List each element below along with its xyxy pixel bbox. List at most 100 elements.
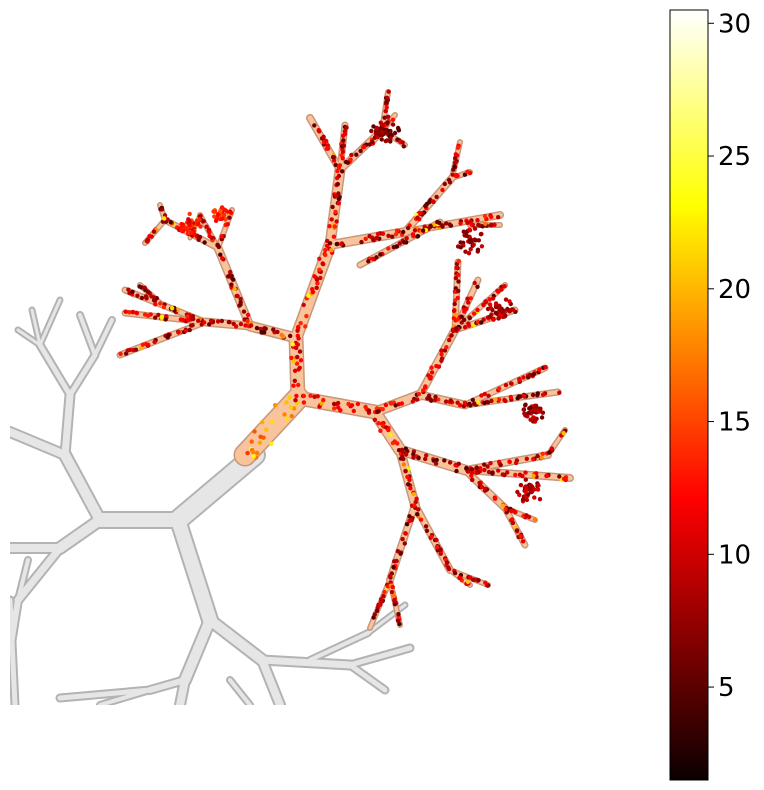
scatter-point: [165, 217, 170, 222]
scatter-point: [396, 618, 401, 624]
scatter-point: [479, 244, 485, 249]
scatter-point: [476, 469, 481, 475]
scatter-point: [298, 358, 304, 363]
scatter-point: [212, 214, 217, 219]
scatter-point: [524, 456, 529, 461]
scatter-point: [181, 317, 186, 323]
scatter-point: [428, 374, 433, 380]
colorbar-tick-label: 10: [718, 540, 751, 570]
scatter-point: [435, 544, 440, 550]
scatter-point: [496, 468, 501, 473]
scatter-point: [231, 277, 236, 282]
scatter-point: [557, 390, 562, 395]
scatter-point: [386, 233, 391, 238]
scatter-point: [359, 239, 364, 245]
scatter-point: [392, 130, 398, 136]
scatter-point: [440, 187, 445, 193]
scatter-point: [467, 315, 472, 321]
scatter-point: [509, 381, 514, 386]
scatter-point: [544, 473, 549, 479]
scatter-point: [258, 434, 263, 439]
scatter-point: [521, 393, 527, 398]
scatter-point: [219, 318, 225, 324]
scatter-point: [378, 252, 383, 257]
scatter-point: [331, 401, 337, 407]
scatter-point: [219, 216, 224, 221]
scatter-point: [439, 358, 444, 363]
scatter-point: [392, 597, 397, 603]
scatter-point: [539, 455, 544, 460]
scatter-point: [202, 320, 207, 325]
scatter-point: [465, 220, 470, 225]
scatter-point: [358, 148, 363, 154]
scatter-point: [315, 281, 320, 286]
scatter-point: [482, 214, 488, 219]
scatter-point: [282, 412, 287, 417]
tree-branch: [462, 467, 573, 481]
scatter-point: [411, 452, 416, 457]
tree-branch: [60, 450, 105, 525]
scatter-point: [483, 299, 488, 304]
scatter-point: [163, 317, 168, 322]
scatter-point: [288, 333, 293, 339]
scatter-point: [520, 539, 526, 544]
scatter-point: [341, 143, 346, 148]
scatter-point: [439, 352, 444, 357]
scatter-point: [301, 400, 307, 405]
tree-branch: [93, 318, 114, 357]
scatter-point: [561, 476, 567, 481]
scatter-point: [482, 400, 487, 406]
scatter-point: [387, 573, 393, 579]
scatter-point: [415, 215, 420, 220]
scatter-point: [260, 420, 265, 425]
scatter-point: [410, 232, 416, 237]
scatter-point: [238, 302, 243, 307]
scatter-point: [456, 259, 461, 264]
scatter-point: [151, 295, 157, 300]
scatter-point: [289, 355, 294, 361]
scatter-point: [518, 533, 523, 539]
scatter-point: [474, 465, 479, 470]
scatter-point: [465, 469, 471, 474]
scatter-point: [455, 317, 460, 322]
scatter-point: [444, 560, 450, 565]
scatter-point: [478, 232, 484, 237]
scatter-point: [514, 528, 520, 533]
scatter-point: [146, 342, 151, 347]
scatter-point: [443, 399, 449, 404]
scatter-point: [416, 455, 421, 461]
scatter-point: [394, 228, 400, 233]
scatter-point: [496, 215, 501, 220]
scatter-point: [380, 407, 385, 412]
scatter-point: [400, 140, 405, 145]
scatter-point: [324, 146, 329, 151]
scatter-point: [297, 365, 302, 370]
scatter-point: [397, 241, 402, 246]
scatter-point: [453, 312, 459, 318]
scatter-point: [457, 403, 463, 408]
scatter-point: [251, 454, 256, 459]
scatter-point: [325, 143, 330, 148]
scatter-point: [493, 397, 498, 402]
scatter-point: [482, 391, 487, 397]
scatter-point: [320, 261, 325, 266]
scatter-point: [452, 164, 457, 169]
scatter-point: [290, 342, 295, 347]
scatter-point: [405, 449, 410, 454]
scatter-point: [317, 267, 322, 272]
scatter-point: [303, 324, 308, 329]
scatter-point: [488, 461, 493, 466]
scatter-point: [528, 405, 533, 410]
scatter-point: [310, 287, 315, 292]
scatter-point: [340, 156, 345, 161]
scatter-point: [456, 272, 461, 278]
tree-branch: [30, 308, 42, 347]
scatter-point: [429, 365, 434, 370]
scatter-point: [186, 217, 191, 222]
scatter-point: [340, 149, 346, 154]
scatter-point: [415, 512, 420, 517]
scatter-point: [341, 138, 346, 143]
scatter-point: [527, 487, 533, 493]
scatter-point: [306, 293, 311, 298]
scatter-point: [334, 193, 339, 199]
